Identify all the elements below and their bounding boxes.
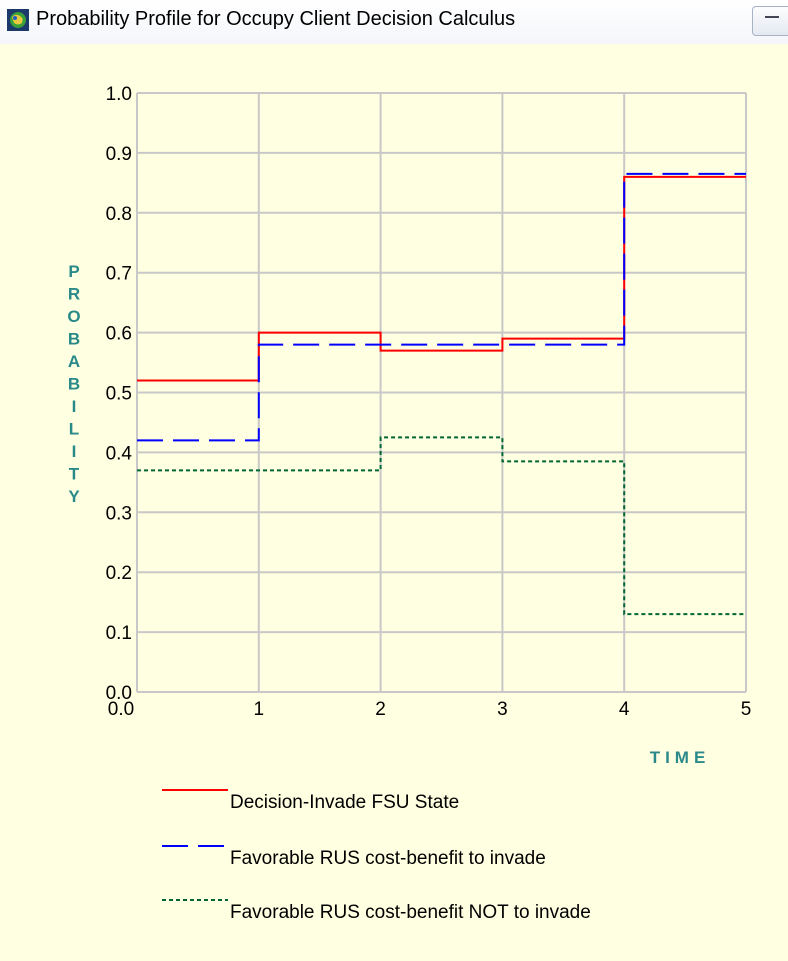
y-tick-label: 0.6 [106, 324, 132, 345]
y-axis-label-letter: Y [68, 487, 80, 506]
series-line-3 [137, 436, 746, 616]
chart-panel: 0.0 0.1 0.2 0.3 0.4 0.5 0.6 0.7 0.8 0.9 1.0 0.0 1 2 3 4… [0, 44, 788, 956]
y-tick-label: 0.7 [106, 264, 132, 285]
grid [136, 92, 747, 693]
probability-chart: 0.0 0.1 0.2 0.3 0.4 0.5 0.6 0.7 0.8 0.9 1.0 0.0 1 2 3 4… [67, 84, 752, 923]
x-tick-label: 5 [741, 699, 752, 720]
y-tick-label: 0.4 [106, 443, 133, 464]
y-tick-label: 0.0 [106, 683, 132, 704]
y-tick-label: 0.3 [106, 503, 132, 524]
title-bar: Probability Profile for Occupy Client De… [0, 0, 788, 44]
restore-icon [765, 16, 779, 24]
legend-label-3: Favorable RUS cost-benefit NOT to invade [230, 902, 591, 923]
y-tick-label: 0.8 [106, 204, 132, 225]
app-globe-icon[interactable] [6, 8, 30, 32]
x-tick-label: 1 [254, 699, 265, 720]
series-lines [137, 172, 746, 616]
x-tick-label: 4 [619, 699, 630, 720]
y-tick-label: 1.0 [106, 84, 132, 105]
y-tick-label: 0.2 [106, 563, 132, 584]
restore-button[interactable] [752, 6, 788, 36]
y-tick-label: 0.1 [106, 623, 132, 644]
y-axis-label-letter: B [68, 330, 80, 349]
tick-labels: 0.0 0.1 0.2 0.3 0.4 0.5 0.6 0.7 0.8 0.9 1.0 0.0 1 2 3 4… [106, 84, 752, 720]
x-axis-label: TIME [650, 748, 711, 767]
y-tick-label: 0.9 [106, 144, 132, 165]
y-axis-label-letter: A [68, 352, 80, 371]
series-line-1 [137, 175, 746, 382]
series-line-2 [137, 172, 746, 442]
y-axis-label-letter: O [67, 307, 80, 326]
x-tick-label: 3 [497, 699, 508, 720]
x-tick-label: 0.0 [108, 699, 134, 720]
legend: Decision-Invade FSU State Favorable RUS c… [162, 789, 591, 923]
window-title: Probability Profile for Occupy Client De… [36, 8, 516, 30]
legend-label-1: Decision-Invade FSU State [230, 792, 459, 813]
y-axis-label-letter: P [68, 262, 79, 281]
y-tick-label: 0.5 [106, 384, 132, 405]
y-axis-label-letter: T [69, 465, 80, 484]
legend-label-2: Favorable RUS cost-benefit to invade [230, 848, 546, 869]
y-axis-label-letter: B [68, 375, 80, 394]
x-tick-label: 2 [375, 699, 386, 720]
y-axis-label-letter: L [69, 420, 79, 439]
y-axis-label-letter: I [72, 442, 77, 461]
y-axis-label-letter: R [68, 285, 80, 304]
y-axis-label-letter: I [72, 397, 77, 416]
